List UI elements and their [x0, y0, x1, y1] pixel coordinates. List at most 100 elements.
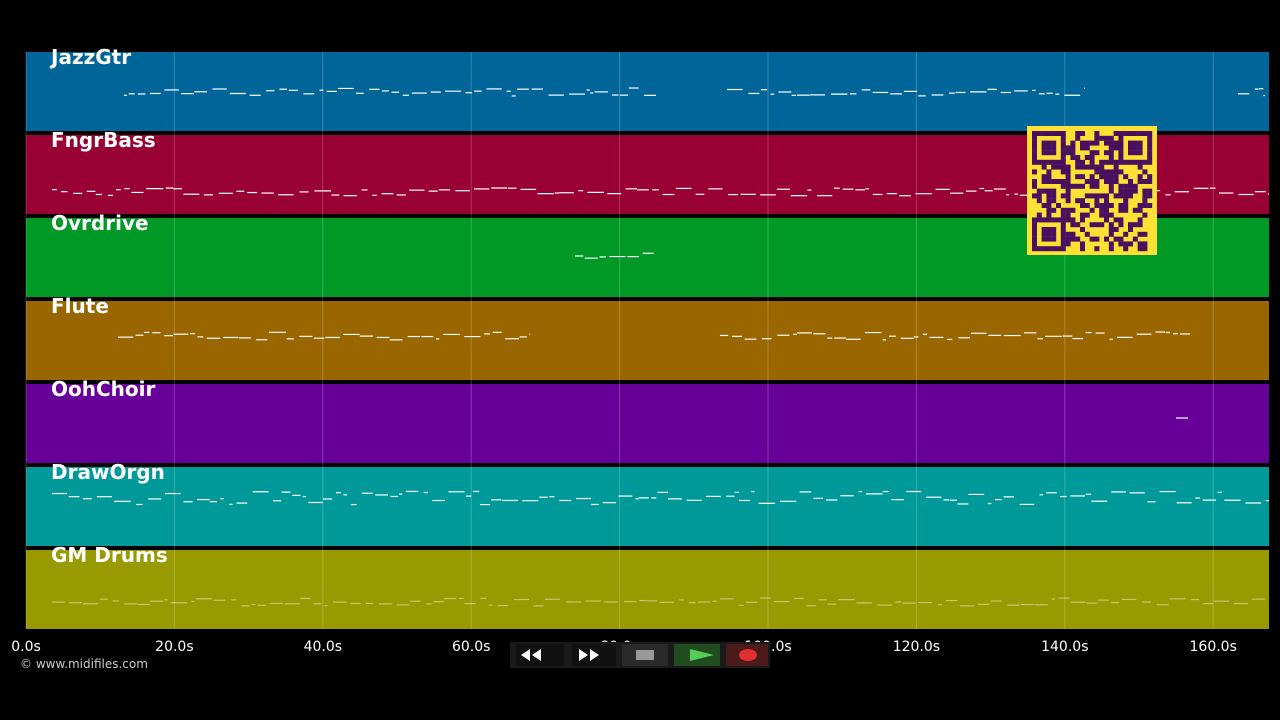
- qr-cell: [1041, 150, 1047, 156]
- qr-cell: [1089, 140, 1095, 146]
- qr-cell: [1137, 222, 1143, 228]
- qr-cell: [1070, 236, 1076, 242]
- qr-cell: [1060, 140, 1066, 146]
- qr-cell: [1051, 188, 1057, 194]
- icon: [690, 649, 714, 661]
- qr-cell: [1046, 231, 1052, 237]
- qr-cell: [1046, 179, 1052, 184]
- track-name: OohChoir: [51, 377, 155, 401]
- record-button[interactable]: [726, 644, 768, 666]
- qr-cell: [1113, 140, 1119, 146]
- qr-cell: [1056, 246, 1061, 252]
- qr-cell: [1032, 150, 1037, 156]
- qr-cell: [1108, 169, 1114, 175]
- qr-cell: [1075, 131, 1081, 136]
- qr-cell: [1137, 246, 1143, 252]
- qr-cell: [1041, 140, 1047, 146]
- track-name: GM Drums: [51, 543, 168, 567]
- qr-cell: [1099, 174, 1105, 180]
- qr-cell: [1108, 227, 1114, 232]
- qr-cell: [1075, 222, 1081, 228]
- qr-cell: [1065, 217, 1071, 223]
- qr-cell: [1108, 231, 1114, 237]
- qr-cell: [1104, 169, 1109, 175]
- qr-cell: [1128, 222, 1133, 228]
- qr-cell: [1128, 241, 1133, 247]
- qr-cell: [1142, 203, 1148, 208]
- qr-cell: [1046, 131, 1052, 136]
- qr-cell: [1137, 140, 1143, 146]
- qr-cell: [1060, 222, 1066, 228]
- qr-cell: [1051, 217, 1057, 223]
- qr-cell: [1032, 135, 1037, 141]
- qr-cell: [1036, 159, 1042, 165]
- qr-cell: [1060, 217, 1066, 223]
- qr-cell: [1046, 207, 1052, 213]
- qr-cell: [1132, 236, 1138, 242]
- qr-cell: [1065, 174, 1071, 180]
- qr-cell: [1046, 145, 1052, 151]
- track-name: Flute: [51, 294, 109, 318]
- time-tick-label: 20.0s: [155, 639, 193, 655]
- qr-cell: [1123, 207, 1129, 213]
- qr-cell: [1137, 145, 1143, 151]
- rewind-button[interactable]: [516, 644, 564, 666]
- qr-cell: [1041, 131, 1047, 136]
- qr-cell: [1113, 193, 1119, 199]
- qr-cell: [1089, 236, 1095, 242]
- qr-cell: [1147, 174, 1153, 180]
- qr-cell: [1065, 164, 1071, 170]
- qr-cell: [1084, 231, 1090, 237]
- qr-cell: [1123, 198, 1129, 204]
- qr-cell: [1075, 155, 1081, 160]
- qr-cell: [1065, 169, 1071, 175]
- qr-cell: [1060, 207, 1066, 213]
- icon: [521, 649, 541, 661]
- play-button[interactable]: [674, 644, 720, 666]
- qr-cell: [1128, 188, 1133, 194]
- copyright: © www.midifiles.com: [20, 657, 148, 671]
- transport: [510, 642, 770, 668]
- qr-cell: [1041, 236, 1047, 242]
- qr-cell: [1080, 164, 1085, 170]
- qr-cell: [1051, 140, 1057, 146]
- qr-cell: [1099, 159, 1105, 165]
- qr-cell: [1137, 131, 1143, 136]
- qr-cell: [1075, 198, 1081, 204]
- qr-cell: [1032, 236, 1037, 242]
- forward-button[interactable]: [572, 644, 616, 666]
- qr-cell: [1094, 222, 1100, 228]
- qr-cell: [1046, 159, 1052, 165]
- qr-cell: [1046, 217, 1052, 223]
- qr-cell: [1089, 183, 1095, 189]
- qr-cell: [1113, 131, 1119, 136]
- icon: [579, 649, 599, 661]
- qr-cell: [1051, 159, 1057, 165]
- qr-cell: [1142, 241, 1148, 247]
- qr-cell: [1094, 131, 1100, 136]
- qr-cell: [1104, 159, 1109, 165]
- qr-cell: [1118, 193, 1124, 199]
- qr-cell: [1108, 246, 1114, 252]
- qr-cell: [1080, 198, 1085, 204]
- qr-cell: [1108, 135, 1114, 141]
- qr-cell: [1099, 164, 1105, 170]
- qr-cell: [1056, 159, 1061, 165]
- qr-cell: [1118, 169, 1124, 175]
- qr-cell: [1065, 231, 1071, 237]
- qr-cell: [1046, 140, 1052, 146]
- qr-cell: [1032, 140, 1037, 146]
- qr-cell: [1036, 188, 1042, 194]
- qr-cell: [1147, 140, 1153, 146]
- qr-cell: [1123, 183, 1129, 189]
- qr-cell: [1070, 183, 1076, 189]
- stop-button[interactable]: [622, 644, 668, 666]
- qr-cell: [1113, 236, 1119, 242]
- qr-cell: [1060, 179, 1066, 184]
- qr-cell: [1132, 222, 1138, 228]
- qr-cell: [1051, 145, 1057, 151]
- qr-cell: [1132, 188, 1138, 194]
- qr-cell: [1032, 222, 1037, 228]
- qr-cell: [1065, 150, 1071, 156]
- qr-code: [1027, 126, 1157, 255]
